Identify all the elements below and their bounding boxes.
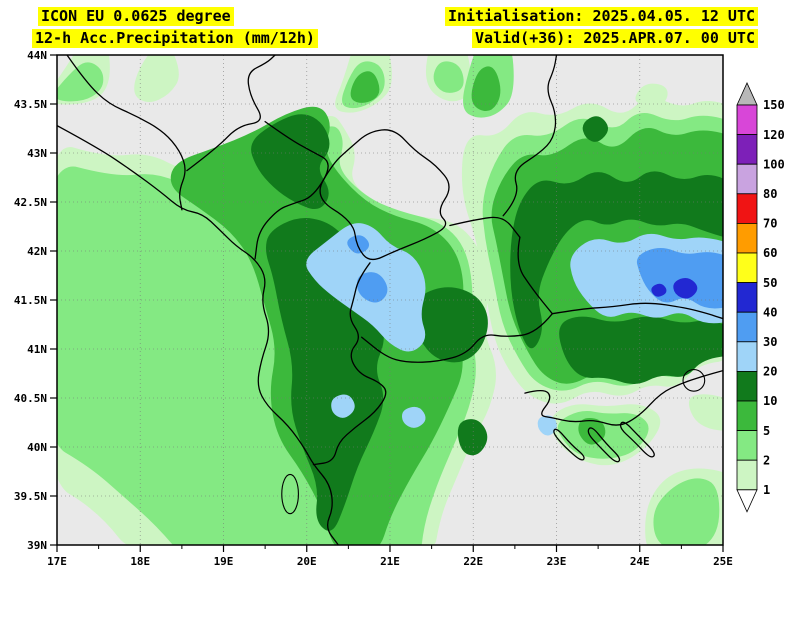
border-macedonia-greece-border: [361, 313, 553, 363]
precip-area-5-10-20: [350, 71, 380, 103]
precip-area-30-40-37: [347, 235, 370, 254]
border-serbia-bulgaria-border: [502, 55, 558, 217]
border-montenegro-serbia-albania-border: [254, 120, 329, 260]
colorbar-label-150: 150: [763, 98, 785, 112]
colorbar-label-100: 100: [763, 157, 785, 171]
island-thasos: [682, 369, 706, 392]
colorbar-label-120: 120: [763, 128, 785, 142]
colorbar-label-50: 50: [763, 276, 777, 290]
lat-label-42N: 42N: [27, 245, 47, 258]
colorbar-segment-6: [736, 282, 758, 313]
map-layers: [57, 55, 723, 545]
colorbar-label-20: 20: [763, 365, 777, 379]
border-kassandra-peninsula: [553, 428, 585, 461]
lat-label-44N: 44N: [27, 49, 47, 62]
colorbar-segment-2: [736, 163, 758, 195]
colorbar-label-30: 30: [763, 335, 777, 349]
colorbar-segment-1: [736, 134, 758, 165]
header-valid-line: Valid(+36): 2025.APR.07. 00 UTC: [472, 28, 758, 48]
colorbar-arrow-bottom: [736, 489, 758, 513]
lon-label-25E: 25E: [713, 555, 733, 568]
header-product-line: 12-h Acc.Precipitation (mm/12h): [32, 28, 318, 48]
lat-label-39.5N: 39.5N: [14, 490, 47, 503]
precip-area-20-30-33: [401, 406, 426, 428]
precip-area-40-50-38: [673, 277, 698, 299]
precip-area-5-10-22: [471, 66, 501, 112]
border-sithonia-peninsula: [587, 427, 621, 463]
precip-area-10-20-26: [559, 316, 723, 384]
border-bosnia-serbia-border: [186, 55, 276, 172]
colorbar-label-2: 2: [763, 453, 770, 467]
precip-area-2-5-13: [433, 61, 464, 93]
lon-label-18E: 18E: [130, 555, 150, 568]
colorbar-label-40: 40: [763, 305, 777, 319]
lat-label-40.5N: 40.5N: [14, 392, 47, 405]
precip-area-2-5-15: [653, 478, 720, 545]
precip-area-10-20-25: [510, 171, 723, 349]
border-kosovo-border: [319, 129, 450, 261]
lat-label-41.5N: 41.5N: [14, 294, 47, 307]
precip-area-1-2-6: [635, 83, 668, 106]
border-aegean-coast: [524, 369, 723, 426]
lat-label-41N: 41N: [27, 343, 47, 356]
model-title: ICON EU 0.0625 degree: [38, 7, 234, 26]
lat-label-39N: 39N: [27, 539, 47, 552]
island-corfu: [281, 473, 299, 515]
colorbar-segment-11: [736, 430, 758, 461]
colorbar-label-1: 1: [763, 483, 770, 497]
colorbar-label-10: 10: [763, 394, 777, 408]
product-title: 12-h Acc.Precipitation (mm/12h): [32, 29, 318, 48]
precip-area-30-40-36: [356, 272, 388, 303]
precip-area-40-50-39: [651, 283, 667, 297]
colorbar-arrow-top: [736, 82, 758, 106]
lon-label-22E: 22E: [463, 555, 483, 568]
precip-area-20-30-32: [331, 394, 355, 418]
colorbar-label-80: 80: [763, 187, 777, 201]
lon-label-24E: 24E: [630, 555, 650, 568]
colorbar-segment-5: [736, 252, 758, 284]
colorbar-segment-3: [736, 193, 758, 224]
lon-label-20E: 20E: [297, 555, 317, 568]
precip-area-2-5-14: [57, 62, 104, 102]
precip-area-5-10-21: [578, 417, 606, 445]
precip-area-1-2-9: [688, 394, 723, 431]
lon-label-17E: 17E: [47, 555, 67, 568]
colorbar-label-60: 60: [763, 246, 777, 260]
colorbar-segment-7: [736, 311, 758, 343]
header-model-line: ICON EU 0.0625 degree: [38, 6, 234, 26]
border-croatia-bosnia-border: [66, 55, 186, 211]
colorbar-segment-4: [736, 222, 758, 254]
precip-area-10-20-23: [251, 114, 330, 210]
lat-label-42.5N: 42.5N: [14, 196, 47, 209]
border-macedonia-north-border: [449, 216, 521, 238]
lat-label-43.5N: 43.5N: [14, 98, 47, 111]
colorbar-segment-10: [736, 400, 758, 432]
border-bulgaria-greece-border: [551, 302, 723, 320]
colorbar-segment-0: [736, 104, 758, 136]
lon-label-21E: 21E: [380, 555, 400, 568]
valid-time: Valid(+36): 2025.APR.07. 00 UTC: [472, 29, 758, 48]
border-adriatic-ionian-coast: [57, 124, 340, 545]
lon-label-19E: 19E: [214, 555, 234, 568]
lat-label-40N: 40N: [27, 441, 47, 454]
border-athos-peninsula: [619, 421, 655, 458]
colorbar: 150 120 100 80 70 60 50 40 30 20 10 5 2 1: [736, 82, 785, 513]
colorbar-label-5: 5: [763, 424, 770, 438]
precip-area-10-20-28: [457, 419, 488, 456]
lon-label-23E: 23E: [547, 555, 567, 568]
header-init-line: Initialisation: 2025.04.05. 12 UTC: [444, 6, 758, 26]
border-macedonia-bulgaria-border: [517, 236, 553, 315]
colorbar-segment-9: [736, 370, 758, 402]
border-albania-east-border: [312, 262, 387, 466]
lat-label-43N: 43N: [27, 147, 47, 160]
init-time: Initialisation: 2025.04.05. 12 UTC: [444, 7, 758, 26]
precip-area-10-20-29: [582, 116, 608, 142]
precip-area-1-2-5: [134, 55, 179, 103]
colorbar-segment-12: [736, 459, 758, 491]
colorbar-segment-8: [736, 341, 758, 372]
colorbar-label-70: 70: [763, 217, 777, 231]
